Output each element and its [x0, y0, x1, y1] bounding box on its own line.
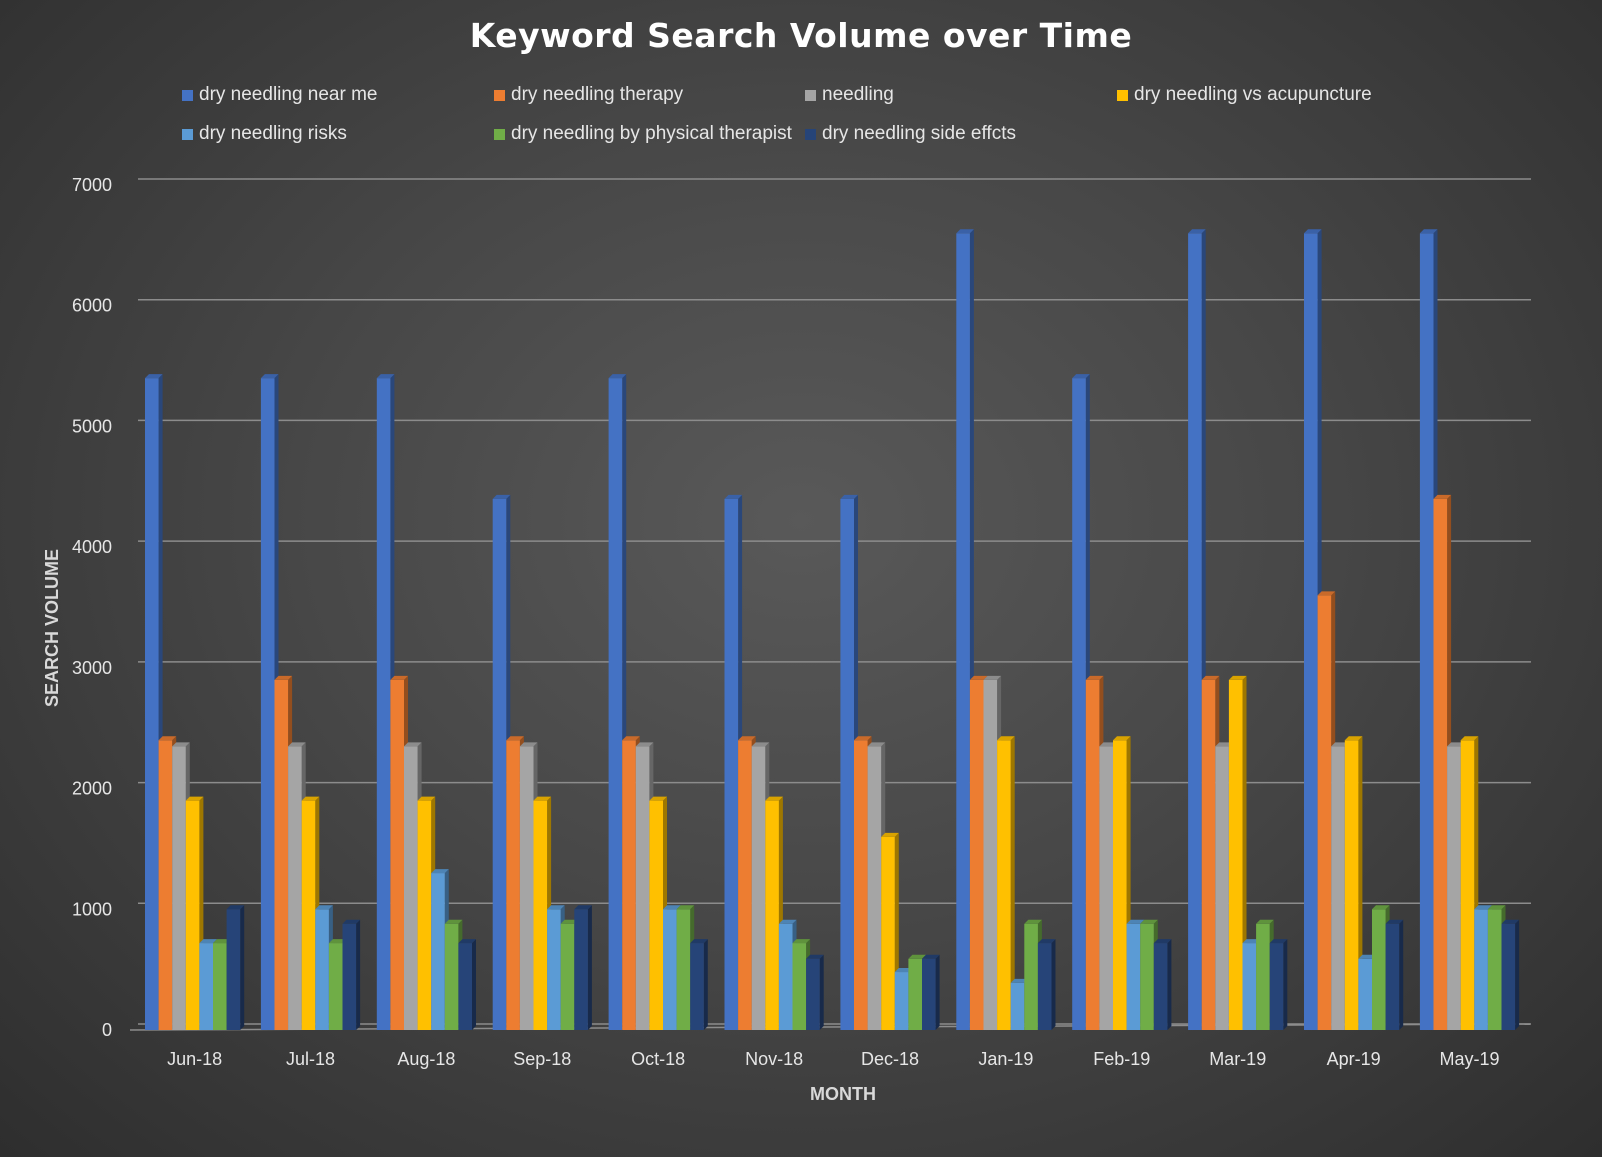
legend-label: dry needling side effcts [822, 123, 1016, 144]
x-axis-line [129, 1023, 1531, 1031]
x-tick-label: Feb-19 [1093, 1049, 1150, 1069]
legend-swatch [494, 128, 505, 140]
x-tick-label: Apr-19 [1327, 1049, 1381, 1069]
x-tick-label: Jul-18 [286, 1049, 335, 1069]
legend-item: dry needling near me [182, 84, 378, 106]
legend-label: dry needling by physical therapist [511, 123, 792, 144]
legend-item: dry needling side effcts [805, 123, 1016, 145]
bar-Jan-19-3 [997, 736, 1015, 1030]
bar-Dec-18-6 [922, 954, 940, 1030]
bar-Jun-18-6 [226, 905, 245, 1030]
bar-Jul-18-6 [342, 919, 361, 1030]
y-tick-label: 7000 [72, 175, 112, 195]
legend-item: dry needling risks [182, 123, 347, 145]
y-tick-label: 2000 [72, 779, 112, 799]
bar-Aug-18-6 [458, 939, 476, 1030]
y-tick-label: 4000 [72, 537, 112, 557]
legend-item: needling [805, 84, 894, 106]
bar-Apr-19-6 [1385, 919, 1404, 1030]
x-tick-label: Oct-18 [631, 1049, 685, 1069]
y-tick-label: 1000 [72, 899, 112, 919]
bar-Oct-18-6 [690, 939, 708, 1030]
bar-Nov-18-6 [806, 954, 824, 1030]
bar-Mar-19-6 [1269, 939, 1288, 1030]
x-tick-label: Sep-18 [513, 1049, 571, 1069]
bar-Sep-18-6 [574, 905, 592, 1030]
x-tick-label: Jan-19 [978, 1049, 1033, 1069]
bar-Jan-19-6 [1037, 939, 1056, 1030]
chart-title: Keyword Search Volume over Time [469, 16, 1133, 55]
y-tick-label: 6000 [72, 296, 112, 316]
y-axis-title: SEARCH VOLUME [42, 549, 62, 707]
y-tick-label: 5000 [72, 416, 112, 436]
legend-swatch [182, 128, 193, 140]
x-tick-label: May-19 [1439, 1049, 1499, 1069]
y-tick-label: 3000 [72, 658, 112, 678]
x-tick-label: Mar-19 [1209, 1049, 1266, 1069]
legend-label: dry needling therapy [511, 84, 684, 105]
legend-label: needling [822, 84, 894, 105]
legend-label: dry needling vs acupuncture [1134, 84, 1372, 105]
legend-item: dry needling vs acupuncture [1117, 84, 1372, 106]
legend-item: dry needling by physical therapist [494, 123, 792, 145]
bar-Feb-19-6 [1153, 939, 1172, 1030]
legend-swatch [805, 89, 816, 101]
x-tick-label: Dec-18 [861, 1049, 919, 1069]
legend-swatch [805, 128, 816, 140]
legend-swatch [494, 89, 505, 101]
legend-label: dry needling risks [199, 123, 347, 144]
legend-swatch [1117, 89, 1128, 101]
x-tick-label: Nov-18 [745, 1049, 803, 1069]
y-tick-label: 0 [102, 1020, 112, 1040]
legend-item: dry needling therapy [494, 84, 683, 106]
legend-label: dry needling near me [199, 84, 378, 105]
bar-Mar-19-3 [1228, 675, 1247, 1030]
bar-May-19-6 [1501, 919, 1520, 1030]
x-axis-title: MONTH [810, 1084, 876, 1104]
legend-swatch [182, 89, 193, 101]
x-tick-label: Jun-18 [167, 1049, 222, 1069]
x-tick-label: Aug-18 [397, 1049, 455, 1069]
